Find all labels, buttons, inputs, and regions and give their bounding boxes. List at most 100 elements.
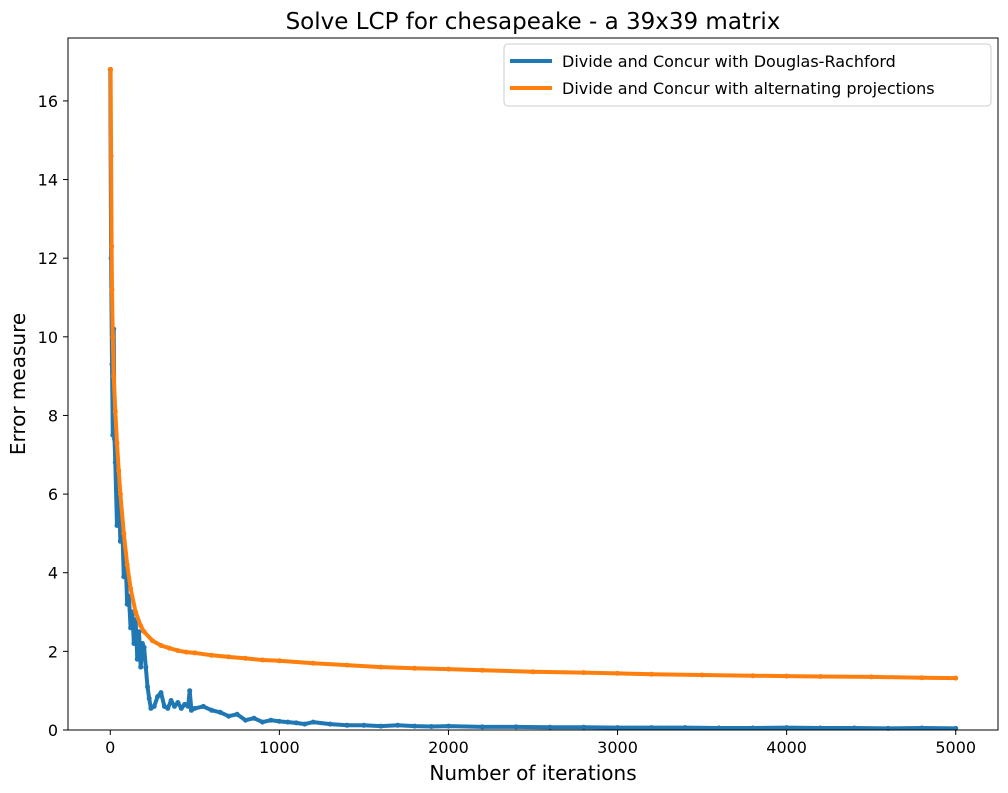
- series-0-point: [114, 523, 120, 528]
- series-0-point: [134, 656, 140, 662]
- series-1-point: [150, 638, 155, 644]
- x-tick-label: 1000: [259, 738, 300, 757]
- legend-label-douglas-rachford: Divide and Concur with Douglas-Rachford: [562, 52, 896, 71]
- series-0-point: [151, 703, 157, 709]
- series-1-point: [226, 654, 232, 660]
- series-1-point: [109, 243, 115, 249]
- series-0-point: [226, 713, 232, 719]
- series-1-point: [530, 669, 536, 675]
- series-0-point: [479, 724, 485, 730]
- series-1-point: [108, 67, 114, 72]
- series-1-point: [581, 670, 587, 676]
- series-0-point: [851, 725, 857, 731]
- series-0-point: [138, 664, 144, 670]
- series-0-point: [128, 625, 134, 631]
- y-tick-label: 10: [38, 328, 58, 347]
- series-1-point: [158, 643, 164, 648]
- series-0-point: [446, 723, 451, 729]
- series-1-point: [110, 334, 116, 340]
- chart-title: Solve LCP for chesapeake - a 39x39 matri…: [286, 9, 781, 35]
- x-axis-title: Number of iterations: [429, 761, 636, 785]
- y-tick-label: 16: [38, 92, 58, 111]
- series-1-point: [121, 530, 127, 536]
- series-1-point: [175, 648, 181, 654]
- series-1-point: [953, 675, 959, 681]
- series-0-point: [327, 721, 333, 727]
- series-0-point: [378, 723, 384, 729]
- series-1-point: [446, 666, 451, 672]
- series-1-point: [112, 409, 118, 414]
- series-0-point: [131, 641, 137, 646]
- y-tick-label: 2: [48, 642, 58, 661]
- series-1-point: [260, 657, 265, 663]
- series-0-point: [155, 694, 161, 700]
- y-axis-title: Error measure: [6, 313, 30, 455]
- series-1-point: [243, 655, 248, 661]
- series-0-point: [145, 684, 150, 690]
- series-1-point: [116, 468, 122, 473]
- series-0-point: [513, 724, 519, 730]
- series-0-point: [268, 717, 274, 723]
- y-tick-label: 6: [48, 485, 58, 504]
- series-0-point: [121, 574, 127, 580]
- series-1-point: [412, 665, 418, 671]
- x-tick-label: 5000: [935, 738, 976, 757]
- series-0-point: [200, 703, 206, 709]
- series-0-point: [784, 725, 790, 731]
- series-1-point: [919, 675, 925, 681]
- series-0-point: [110, 432, 116, 438]
- y-tick-label: 0: [48, 721, 58, 740]
- x-axis: 0 1000 2000 3000 4000 5000: [105, 730, 976, 757]
- series-0-point: [395, 722, 401, 728]
- series-1-point: [648, 671, 654, 677]
- series-0-point: [260, 719, 265, 725]
- series-0-point: [750, 725, 756, 731]
- series-1-point: [615, 670, 620, 676]
- series-1-point: [128, 586, 134, 591]
- series-1-point: [111, 373, 117, 379]
- series-1-point: [133, 609, 139, 615]
- y-tick-label: 8: [48, 406, 58, 425]
- series-0-point: [293, 720, 299, 726]
- series-0-point: [412, 723, 418, 729]
- series-0-point: [919, 725, 925, 731]
- series-0-point: [234, 711, 240, 717]
- series-1-point: [784, 673, 790, 679]
- series-0-point: [344, 722, 350, 728]
- series-0-point: [158, 690, 164, 696]
- series-0-point: [243, 717, 248, 723]
- series-1-point: [310, 660, 316, 666]
- series-1-point: [818, 674, 823, 679]
- series-1-point: [109, 287, 115, 293]
- series-0-point: [143, 664, 149, 670]
- legend: Divide and Concur with Douglas-Rachford …: [503, 43, 992, 107]
- series-0-point: [124, 601, 130, 607]
- series-0-point: [187, 688, 193, 694]
- x-tick-label: 2000: [428, 738, 469, 757]
- series-0-point: [361, 722, 367, 728]
- series-0-point: [276, 718, 282, 724]
- series-1-point: [868, 674, 874, 680]
- legend-box: [503, 43, 992, 107]
- series-0-point: [175, 700, 181, 705]
- series-0-point: [117, 538, 123, 544]
- series-0-point: [168, 698, 174, 703]
- series-0-point: [251, 715, 257, 721]
- series-0-point: [547, 724, 553, 730]
- series-0-point: [139, 641, 145, 646]
- series-0-point: [217, 709, 223, 715]
- series-0-point: [615, 725, 620, 731]
- series-0-point: [285, 719, 291, 725]
- series-0-point: [178, 705, 184, 711]
- series-0-point: [682, 725, 688, 731]
- x-tick-label: 4000: [766, 738, 807, 757]
- series-0-point: [165, 705, 171, 711]
- series-1-point: [117, 491, 123, 497]
- y-tick-label: 4: [48, 564, 58, 583]
- series-1-point: [114, 440, 120, 446]
- series-1-point: [124, 562, 130, 568]
- series-1-point: [138, 623, 144, 629]
- series-0-point: [141, 644, 147, 650]
- x-tick-label: 3000: [597, 738, 638, 757]
